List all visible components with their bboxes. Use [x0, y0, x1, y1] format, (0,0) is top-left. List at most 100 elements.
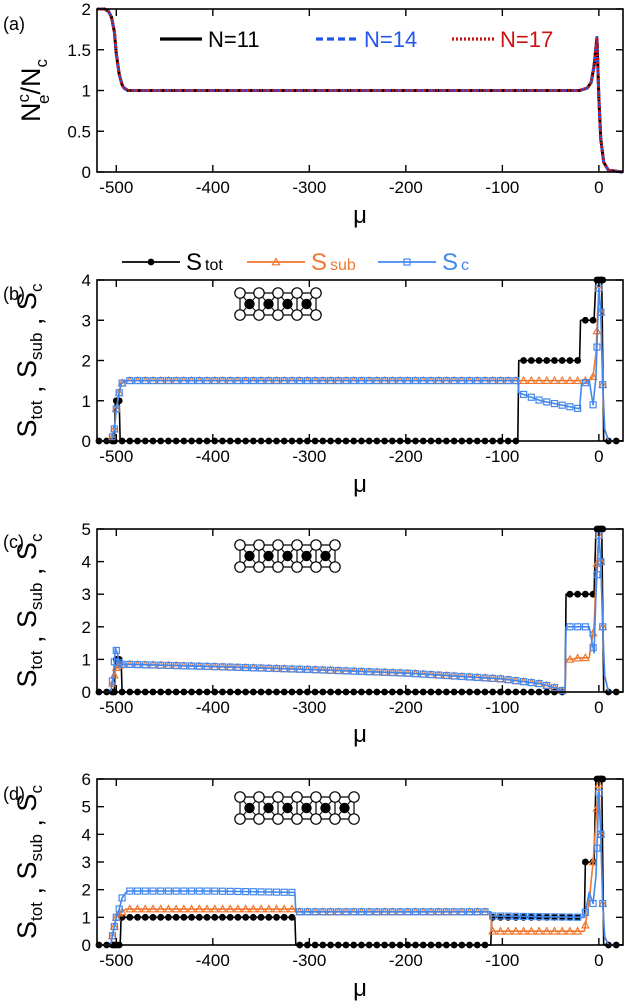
lattice-center-site	[263, 550, 274, 562]
data-point	[495, 926, 505, 935]
data-point	[589, 401, 597, 409]
y-tick-label: 2	[82, 618, 91, 637]
data-point	[272, 377, 281, 385]
y-axis-label: Stot , Ssub , Sc	[12, 785, 48, 939]
data-point	[211, 887, 219, 895]
data-point	[543, 913, 551, 921]
data-point	[172, 377, 180, 385]
x-axis-label: μ	[353, 975, 367, 1002]
data-point	[296, 377, 304, 385]
data-point	[442, 671, 450, 680]
data-point	[157, 377, 165, 385]
data-point	[573, 375, 583, 385]
data-point	[593, 844, 601, 852]
data-point	[180, 662, 188, 670]
data-point	[566, 623, 574, 631]
y-tick-label: 4	[82, 271, 91, 290]
data-point	[234, 663, 242, 671]
data-point	[164, 887, 173, 895]
data-point	[496, 912, 505, 920]
y-tick-label: 5	[82, 520, 91, 539]
lattice-site	[310, 561, 322, 573]
data-point	[357, 667, 366, 676]
data-point	[265, 888, 273, 896]
data-point	[512, 377, 520, 385]
data-point	[233, 904, 243, 913]
data-point	[450, 908, 458, 916]
data-point	[411, 670, 420, 678]
x-tick-label: -500	[99, 178, 133, 197]
data-point	[442, 377, 450, 385]
x-tick-label: 0	[594, 178, 603, 197]
data-point	[141, 661, 149, 669]
data-point	[265, 377, 273, 385]
series-line-s-sub	[97, 287, 623, 442]
data-point	[202, 904, 212, 913]
series-markers-s-c	[108, 789, 607, 940]
data-point	[504, 377, 512, 385]
data-point	[496, 675, 505, 683]
panel-tag: (a)	[3, 14, 25, 34]
data-point	[419, 908, 427, 916]
data-point	[411, 377, 420, 385]
data-point	[581, 379, 589, 387]
data-point	[503, 926, 513, 935]
data-point	[272, 664, 281, 673]
lattice-site	[234, 791, 246, 803]
data-point	[458, 908, 466, 916]
series-line-n-17	[97, 7, 624, 174]
data-point	[303, 665, 311, 674]
data-point	[581, 590, 589, 598]
data-point	[573, 653, 583, 662]
data-point	[118, 379, 126, 387]
data-point	[195, 377, 203, 385]
data-point	[558, 687, 566, 695]
lattice-center-site	[282, 802, 293, 814]
data-point	[118, 894, 126, 902]
data-point	[234, 913, 242, 921]
data-point	[180, 913, 188, 921]
x-tick-label: -300	[292, 698, 326, 717]
data-point	[342, 377, 350, 385]
data-point	[427, 377, 435, 385]
lattice-site	[329, 813, 341, 825]
data-point	[280, 377, 288, 385]
data-point	[435, 377, 443, 385]
data-point	[526, 926, 536, 935]
data-point	[134, 913, 141, 921]
data-point	[551, 357, 558, 364]
data-point	[566, 913, 574, 921]
data-point	[597, 557, 605, 566]
y-axis-label: Stot , Ssub , Sc	[12, 283, 48, 437]
data-point	[126, 377, 134, 385]
x-tick-label: -400	[196, 447, 230, 466]
ladder-lattice-icon	[234, 539, 341, 573]
lattice-site	[234, 287, 246, 299]
data-point	[465, 673, 474, 681]
lattice-center-site	[263, 802, 274, 814]
data-point	[566, 357, 574, 364]
plot-frame	[96, 528, 624, 693]
data-point	[557, 375, 567, 385]
data-point	[535, 680, 543, 688]
data-point	[465, 377, 474, 385]
data-point	[257, 664, 265, 672]
lattice-center-site	[282, 550, 293, 562]
lattice-center-site	[244, 550, 255, 562]
lattice-site	[234, 561, 246, 573]
y-tick-label: 2	[82, 0, 91, 19]
data-point	[565, 926, 575, 935]
data-point	[265, 664, 273, 672]
data-point	[126, 913, 134, 921]
data-point	[599, 899, 607, 908]
lattice-site	[291, 539, 303, 551]
data-point	[543, 357, 551, 364]
series-line-s-c	[97, 287, 623, 442]
y-axis-label: Nce/Nc	[14, 59, 53, 122]
lattice-site	[348, 813, 360, 825]
data-point	[248, 904, 258, 913]
lattice-site	[272, 539, 284, 551]
data-point	[527, 912, 535, 921]
data-point	[527, 393, 535, 401]
legend-marker	[147, 258, 155, 266]
